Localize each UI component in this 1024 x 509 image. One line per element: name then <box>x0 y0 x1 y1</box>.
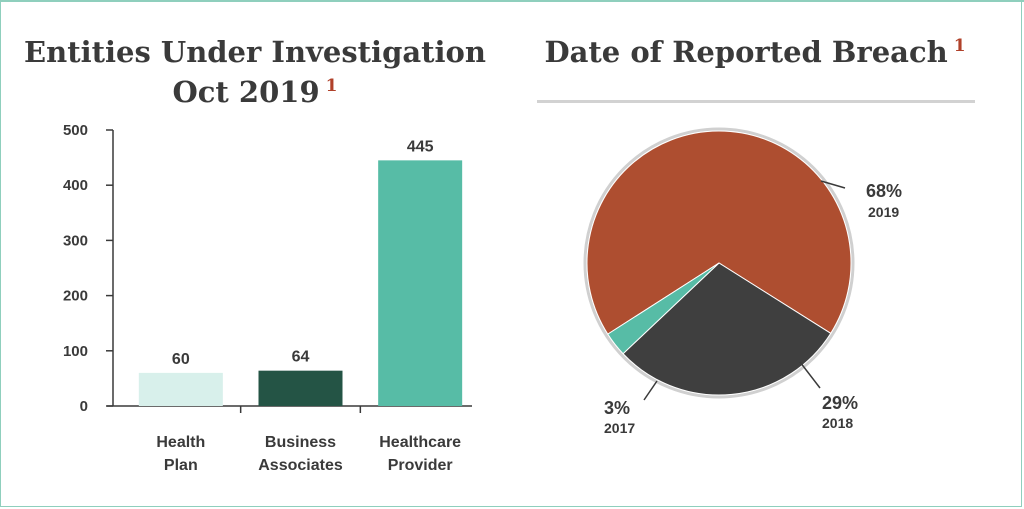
bar-chart-footnote: 1 <box>325 76 338 97</box>
bar-chart-title-line2-wrap: Oct 2019 1 <box>20 72 490 112</box>
pie-chart-title: Date of Reported Breach <box>544 35 948 69</box>
bar-value-label: 64 <box>292 349 310 366</box>
bar <box>378 160 463 406</box>
y-tick-label: 200 <box>63 288 88 305</box>
bar-value-label: 60 <box>172 351 190 368</box>
category-label-line2: Provider <box>388 457 453 474</box>
category-label-line2: Associates <box>258 457 343 474</box>
bar-chart: 0 100 200 300 400 500 60 Health Plan 64 Business As… <box>63 122 472 474</box>
category-label-line1: Business <box>265 434 336 451</box>
y-tick-label: 100 <box>63 343 88 360</box>
y-tick-label: 300 <box>63 232 88 249</box>
bar <box>258 370 343 406</box>
pie-chart-title-wrap: Date of Reported Breach 1 <box>530 32 980 72</box>
pie-title-divider <box>537 100 975 103</box>
bar-chart-title-line1: Entities Under Investigation <box>24 35 486 69</box>
y-tick-label: 400 <box>63 177 88 194</box>
top-border <box>0 0 1024 2</box>
bar-chart-title-line2: Oct 2019 <box>172 75 320 109</box>
bar-chart-title: Entities Under Investigation Oct 2019 1 <box>20 32 490 112</box>
category-label-line1: Health <box>156 434 205 451</box>
bar <box>138 372 223 406</box>
pie-chart-footnote: 1 <box>953 36 966 57</box>
category-label-line2: Plan <box>164 457 198 474</box>
y-tick-label: 0 <box>80 398 88 415</box>
bar-value-label: 445 <box>407 138 434 155</box>
category-label-line1: Healthcare <box>379 434 461 451</box>
y-tick-label: 500 <box>63 122 88 139</box>
